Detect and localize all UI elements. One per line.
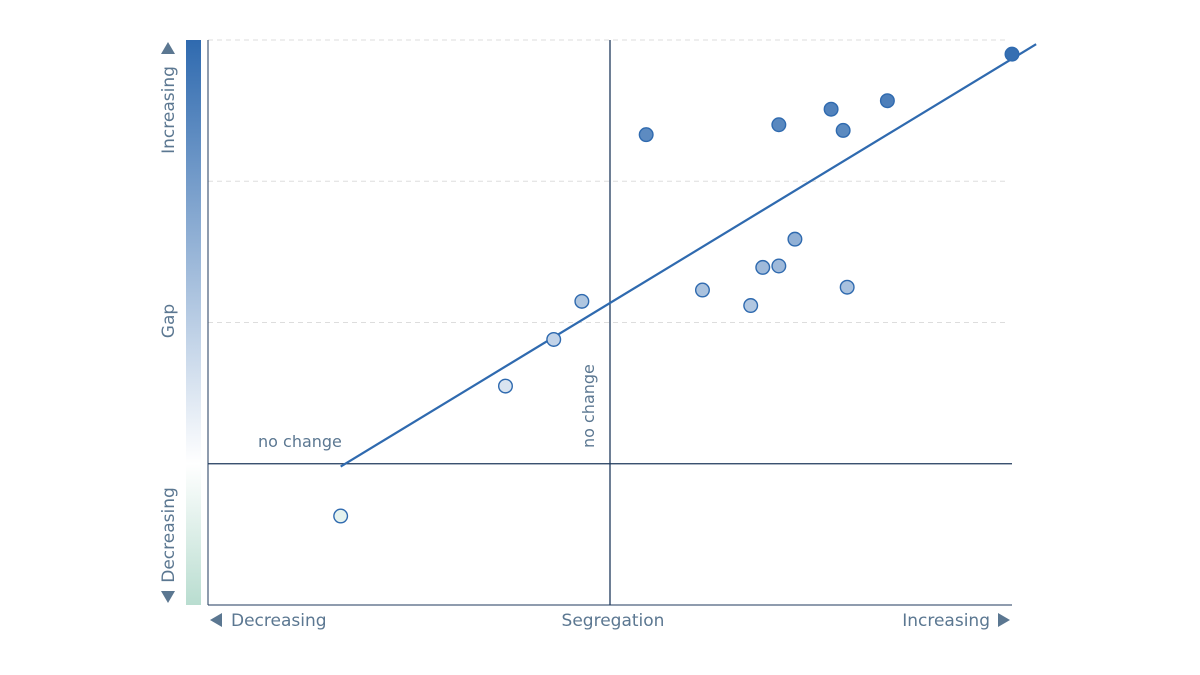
data-point: [497, 378, 513, 394]
x-axis-title: Segregation: [562, 611, 665, 631]
data-point: [1004, 46, 1020, 62]
horizontal-no-change-label: no change: [258, 432, 342, 451]
data-point: [823, 101, 839, 117]
data-points: [333, 46, 1020, 524]
data-point: [879, 93, 895, 109]
y-decreasing-label: Decreasing: [159, 487, 179, 583]
data-point: [835, 122, 851, 138]
y-increasing-label: Increasing: [159, 66, 179, 154]
data-point: [771, 117, 787, 133]
data-point: [743, 298, 759, 314]
data-point: [333, 508, 349, 524]
y-axis-title: Gap: [159, 304, 179, 338]
data-point: [771, 258, 787, 274]
data-point: [839, 279, 855, 295]
trend-line: [340, 43, 1037, 468]
vertical-no-change-label: no change: [579, 364, 598, 448]
x-decreasing-arrow-icon: [210, 613, 222, 627]
y-increasing-arrow-icon: [161, 42, 175, 54]
y-decreasing-arrow-icon: [161, 591, 175, 603]
x-increasing-arrow-icon: [998, 613, 1010, 627]
gridlines: [208, 39, 1008, 323]
data-point: [574, 293, 590, 309]
gap-color-scale-bar: [186, 40, 201, 605]
data-point: [546, 331, 562, 347]
x-increasing-label: Increasing: [902, 611, 990, 631]
data-point: [638, 127, 654, 143]
data-point: [755, 259, 771, 275]
x-decreasing-label: Decreasing: [231, 611, 327, 631]
data-point: [694, 282, 710, 298]
data-point: [787, 231, 803, 247]
